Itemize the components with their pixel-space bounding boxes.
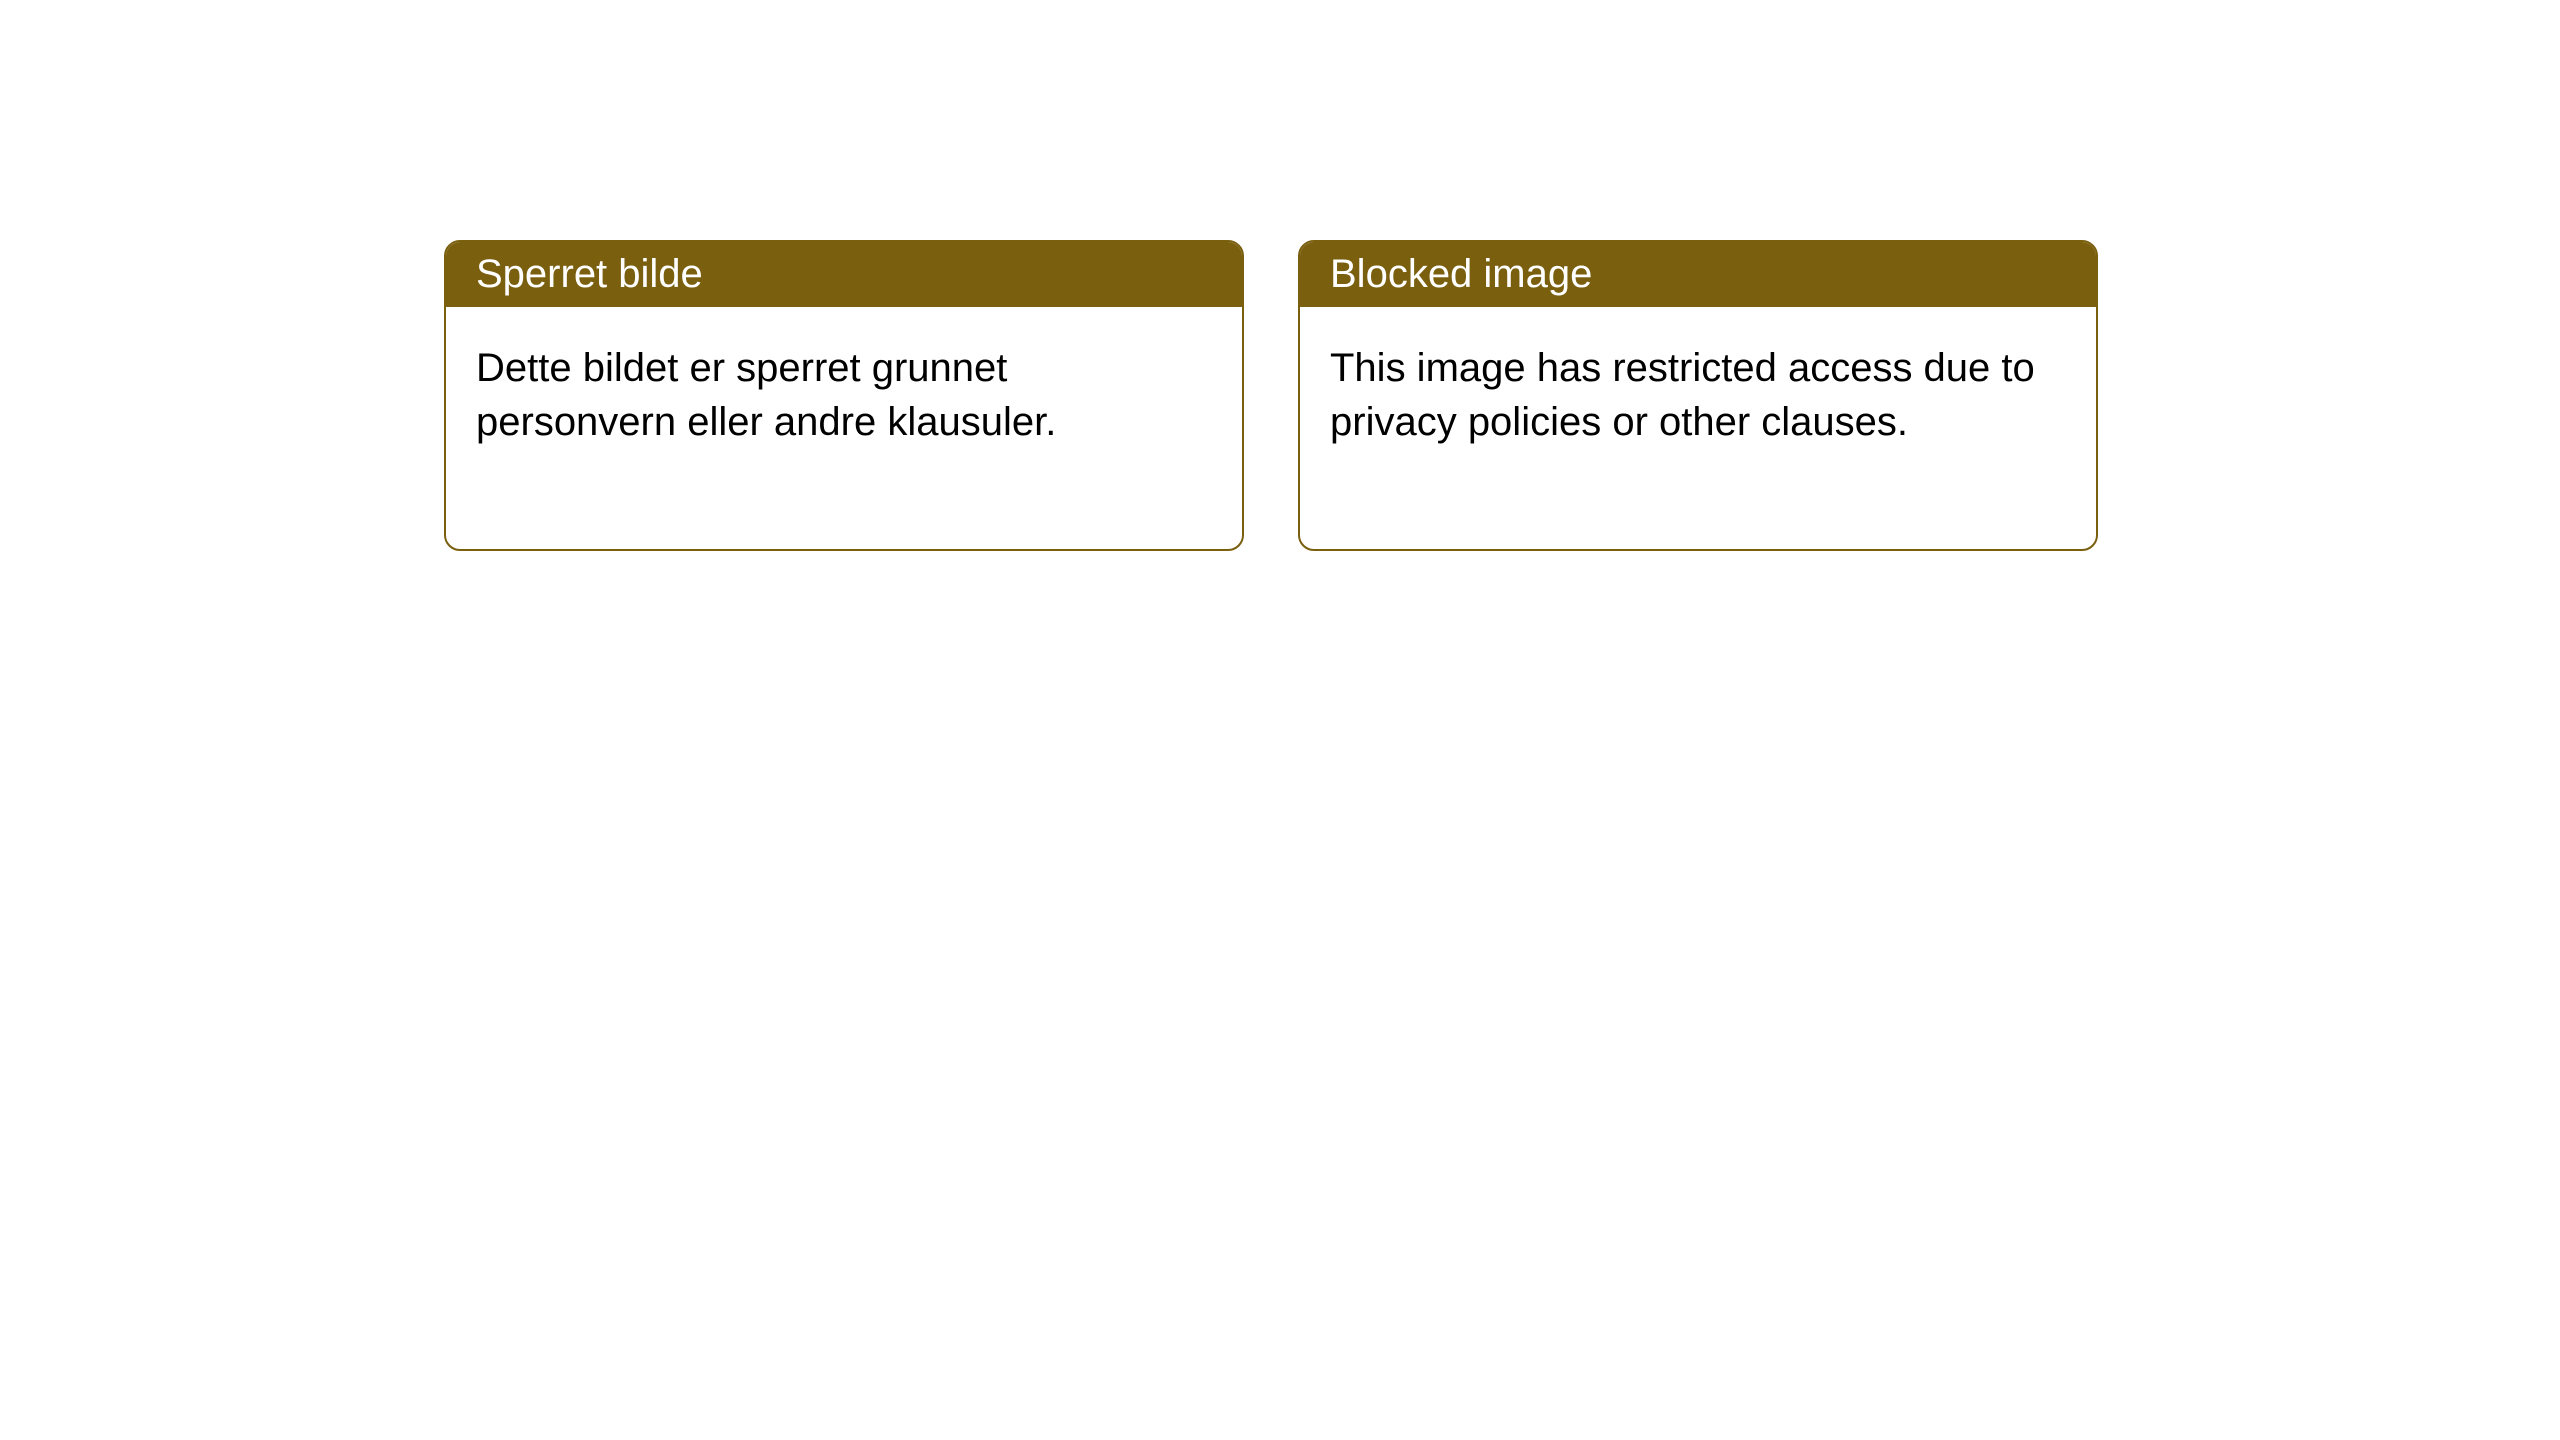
notice-body: Dette bildet er sperret grunnet personve… xyxy=(446,307,1242,549)
notice-container: Sperret bilde Dette bildet er sperret gr… xyxy=(444,240,2098,551)
notice-header: Sperret bilde xyxy=(446,242,1242,307)
notice-body: This image has restricted access due to … xyxy=(1300,307,2096,549)
notice-card-norwegian: Sperret bilde Dette bildet er sperret gr… xyxy=(444,240,1244,551)
notice-header: Blocked image xyxy=(1300,242,2096,307)
notice-card-english: Blocked image This image has restricted … xyxy=(1298,240,2098,551)
